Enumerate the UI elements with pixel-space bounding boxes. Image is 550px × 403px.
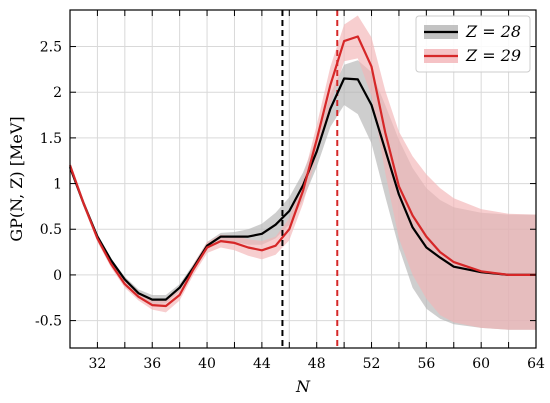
x-tick-label: 32 [88, 356, 106, 372]
y-tick-label: -0.5 [35, 314, 62, 330]
y-tick-label: 1 [53, 177, 62, 193]
y-tick-label: 1.5 [40, 131, 62, 147]
series-line [68, 35, 536, 308]
uncertainty-bands [70, 15, 536, 330]
reference-lines [281, 10, 339, 348]
legend-label: Z = 28 [465, 22, 521, 41]
x-tick-label: 60 [472, 356, 490, 372]
y-tick-label: 2 [53, 85, 62, 101]
y-tick-label: 2.5 [40, 40, 62, 56]
x-tick-label: 40 [198, 356, 216, 372]
axis-ticks: 32 36 40 44 48 52 56 60 64 -0.5 0 0.5 1 1.5 2 2.5 [35, 10, 545, 372]
y-axis-label: GP(N, Z) [MeV] [7, 116, 26, 241]
x-tick-label: 64 [527, 356, 545, 372]
x-tick-label: 36 [143, 356, 161, 372]
x-tick-label: 44 [253, 356, 271, 372]
series-lines [68, 35, 536, 308]
y-tick-label: 0.5 [40, 222, 62, 238]
series-line [68, 77, 536, 301]
x-tick-label: 52 [363, 356, 381, 372]
uncertainty-band [70, 15, 536, 330]
y-tick-label: 0 [53, 268, 62, 284]
x-tick-label: 48 [308, 356, 326, 372]
legend: Z = 28 Z = 29 [415, 15, 531, 73]
x-axis-label: N [295, 377, 311, 396]
legend-label: Z = 29 [465, 46, 521, 65]
plot-frame [69, 9, 537, 349]
x-tick-label: 56 [417, 356, 435, 372]
